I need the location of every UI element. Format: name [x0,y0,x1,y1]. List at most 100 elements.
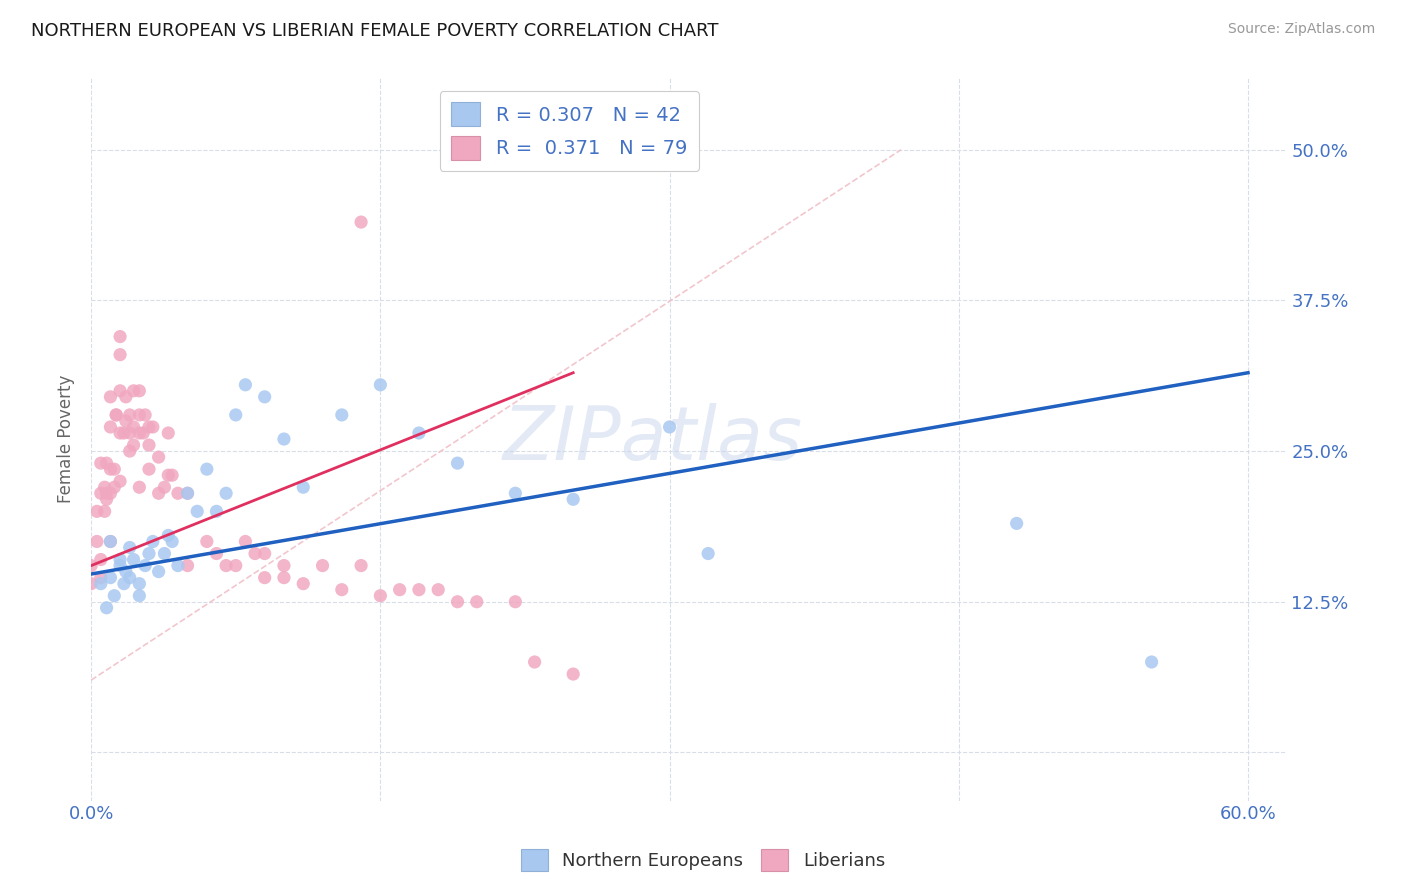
Point [157,468,180,483]
Point [205,547,228,561]
Point [370,377,392,392]
Text: Source: ZipAtlas.com: Source: ZipAtlas.com [1227,22,1375,37]
Y-axis label: Female Poverty: Female Poverty [58,375,75,503]
Point [215,558,238,573]
Point [138,420,160,434]
Point [148,450,170,464]
Point [311,558,333,573]
Point [128,425,150,440]
Point [105,408,128,422]
Text: NORTHERN EUROPEAN VS LIBERIAN FEMALE POVERTY CORRELATION CHART: NORTHERN EUROPEAN VS LIBERIAN FEMALE POV… [31,22,718,40]
Point [90,456,112,470]
Text: ZIPatlas: ZIPatlas [503,403,803,475]
Point [142,534,165,549]
Point [115,565,138,579]
Point [446,595,468,609]
Point [100,390,122,404]
Point [122,384,145,398]
Point [330,408,353,422]
Point [118,541,141,555]
Point [80,558,103,573]
Point [427,582,450,597]
Point [160,468,183,483]
Point [176,558,198,573]
Point [253,571,276,585]
Point [100,571,122,585]
Point [370,589,392,603]
Point [148,565,170,579]
Point [157,528,180,542]
Point [160,534,183,549]
Point [122,420,145,434]
Point [235,377,257,392]
Point [103,480,125,494]
Point [273,432,295,446]
Point [408,425,430,440]
Point [446,456,468,470]
Point [697,547,720,561]
Point [86,504,108,518]
Point [108,348,131,362]
Point [388,582,411,597]
Point [90,576,112,591]
Point [90,552,112,566]
Point [112,576,135,591]
Point [142,420,165,434]
Point [148,486,170,500]
Point [273,571,295,585]
Point [157,425,180,440]
Point [195,534,218,549]
Point [108,384,131,398]
Point [108,329,131,343]
Point [128,589,150,603]
Point [100,420,122,434]
Point [108,558,131,573]
Point [167,486,190,500]
Point [330,582,353,597]
Legend: Northern Europeans, Liberians: Northern Europeans, Liberians [513,842,893,879]
Point [93,504,115,518]
Point [225,558,247,573]
Point [128,384,150,398]
Point [93,480,115,494]
Point [100,486,122,500]
Point [465,595,488,609]
Point [134,408,156,422]
Point [235,534,257,549]
Point [122,438,145,452]
Point [86,534,108,549]
Point [1005,516,1028,531]
Point [96,600,118,615]
Point [186,504,208,518]
Point [96,486,118,500]
Point [505,486,527,500]
Legend: R = 0.307   N = 42, R =  0.371   N = 79: R = 0.307 N = 42, R = 0.371 N = 79 [440,91,699,171]
Point [108,474,131,488]
Point [90,486,112,500]
Point [138,547,160,561]
Point [195,462,218,476]
Point [134,558,156,573]
Point [215,486,238,500]
Point [103,462,125,476]
Point [115,414,138,428]
Point [105,408,128,422]
Point [1140,655,1163,669]
Point [292,480,315,494]
Point [128,408,150,422]
Point [112,425,135,440]
Point [128,576,150,591]
Point [153,480,176,494]
Point [100,462,122,476]
Point [108,425,131,440]
Point [225,408,247,422]
Point [118,408,141,422]
Point [658,420,681,434]
Point [562,492,585,507]
Point [90,571,112,585]
Point [96,492,118,507]
Point [253,390,276,404]
Point [138,438,160,452]
Point [118,425,141,440]
Point [205,504,228,518]
